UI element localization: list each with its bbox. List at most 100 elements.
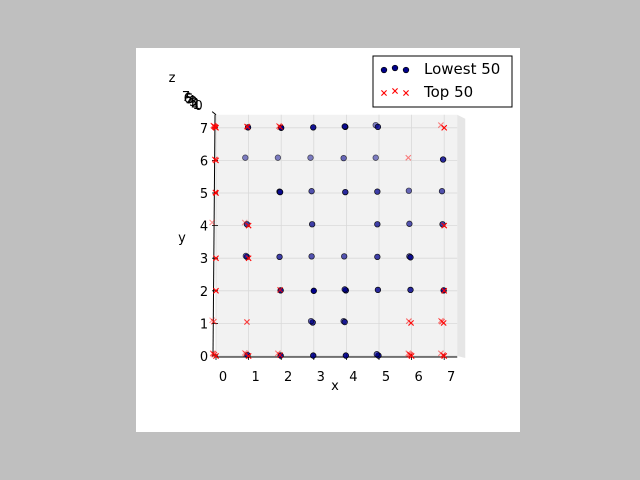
z-tick-label-4: 4 — [187, 94, 195, 109]
lowest-50-point-42 — [276, 188, 284, 196]
z-tick-label-1: 1 — [193, 98, 201, 113]
y-tick-label-7: 7 — [200, 122, 208, 137]
y-tick-label-5: 5 — [200, 187, 208, 202]
legend: Lowest 50 Top 50 — [372, 55, 513, 108]
z-tick-label-6: 6 — [184, 91, 192, 106]
lowest-50-point-43 — [341, 123, 348, 130]
lowest-50-point-45 — [439, 156, 447, 163]
z-tick-label-2: 2 — [191, 97, 199, 112]
lowest-50-point-48 — [341, 286, 348, 293]
top-50-point-41 — [274, 350, 281, 357]
lowest-50-point-24 — [341, 253, 348, 260]
top-50-point-25 — [441, 287, 448, 294]
legend-circle-2 — [402, 66, 410, 74]
top-50-point-21 — [213, 255, 219, 262]
lowest-50-point-38 — [310, 352, 317, 359]
lowest-50-point-44 — [406, 220, 413, 227]
legend-label-lowest-50: Lowest 50 — [424, 60, 500, 78]
top-50-point-16 — [213, 190, 219, 196]
top-50-point-39 — [241, 349, 248, 356]
top-50-point-27 — [210, 318, 217, 325]
x-tick-label-0: 0 — [219, 370, 227, 385]
top-50-point-5 — [210, 122, 217, 129]
y-tick-label-0: 0 — [200, 350, 208, 365]
x-tick-label-5: 5 — [382, 370, 390, 385]
top-50-point-28 — [243, 319, 250, 326]
legend-label-top-50: Top 50 — [423, 83, 473, 101]
x-tick-label-1: 1 — [251, 370, 259, 385]
top-50-point-19 — [209, 219, 216, 226]
y-axis-label: y — [178, 231, 186, 246]
top-50-point-18 — [441, 222, 448, 229]
lowest-50-point-47 — [407, 254, 414, 261]
top-50-point-47 — [437, 350, 444, 357]
top-50-point-20 — [241, 219, 248, 226]
lowest-50-point-17 — [308, 221, 316, 228]
legend-circle-1 — [391, 64, 399, 72]
lowest-50-point-7 — [307, 154, 314, 161]
z-axis-label: z — [169, 71, 176, 86]
top-50-point-48 — [405, 350, 412, 357]
lowest-50-point-39 — [342, 352, 350, 359]
legend-x-0 — [381, 90, 387, 96]
y-tick-label-4: 4 — [200, 220, 208, 235]
lowest-50-point-6 — [274, 154, 282, 161]
x-tick-label-2: 2 — [284, 370, 292, 385]
y-axis-line — [212, 114, 216, 357]
lowest-50-point-33 — [307, 318, 315, 325]
top-50-point-40 — [277, 352, 284, 359]
top-50-point-23 — [213, 287, 219, 294]
back-pane — [216, 114, 458, 356]
lowest-50-point-11 — [308, 188, 315, 195]
top-50-point-38 — [242, 350, 249, 357]
x-tick-label-6: 6 — [414, 370, 422, 385]
z-tick-label-3: 3 — [189, 95, 197, 110]
y-tick-label-2: 2 — [200, 285, 208, 300]
top-50-point-13 — [211, 156, 218, 163]
top-50-point-32 — [439, 318, 445, 325]
top-50-point-7 — [243, 123, 250, 130]
lowest-50-point-22 — [276, 253, 283, 261]
x-tick-label-7: 7 — [447, 370, 455, 385]
x-tick-label-4: 4 — [349, 370, 357, 385]
top-50-point-10 — [441, 124, 448, 131]
top-50-point-46 — [440, 352, 447, 359]
lowest-50-point-25 — [374, 253, 381, 261]
lowest-50-point-46 — [374, 123, 382, 131]
lowest-50-point-13 — [374, 188, 381, 195]
top-50-point-49 — [210, 350, 217, 357]
lowest-50-point-12 — [342, 188, 349, 196]
lowest-50-point-35 — [341, 318, 348, 326]
legend-circle-0 — [380, 66, 388, 74]
z-tick-label-7: 7 — [182, 90, 190, 105]
lowest-50-point-14 — [405, 187, 413, 194]
top-50-point-17 — [245, 222, 252, 229]
top-50-point-11 — [437, 122, 444, 129]
lowest-50-point-8 — [340, 154, 347, 162]
legend-x-1 — [392, 88, 398, 94]
lowest-50-point-29 — [374, 286, 382, 294]
z-tick-label-5: 5 — [185, 93, 193, 108]
lowest-50-point-41 — [373, 351, 380, 358]
y-tick-label-6: 6 — [200, 154, 208, 169]
lowest-50-point-15 — [438, 188, 446, 195]
top-50-point-30 — [405, 318, 412, 325]
lowest-50-point-5 — [242, 154, 249, 161]
z-tick-label-0: 0 — [194, 99, 202, 114]
top-50-point-14 — [405, 154, 412, 161]
x-tick-label-3: 3 — [317, 370, 325, 385]
top-50-point-24 — [277, 286, 284, 293]
lowest-50-point-30 — [407, 286, 414, 294]
lowest-50-point-23 — [308, 253, 315, 260]
legend-marker-lowest-50 — [380, 64, 410, 74]
lowest-50-point-9 — [372, 154, 379, 161]
y-tick-label-1: 1 — [200, 317, 208, 332]
z-axis-line — [211, 111, 217, 116]
legend-x-2 — [403, 90, 409, 96]
y-tick-label-3: 3 — [200, 252, 208, 267]
x-axis-label: x — [331, 379, 339, 394]
lowest-50-point-27 — [310, 287, 317, 294]
lowest-50-point-2 — [310, 124, 317, 131]
